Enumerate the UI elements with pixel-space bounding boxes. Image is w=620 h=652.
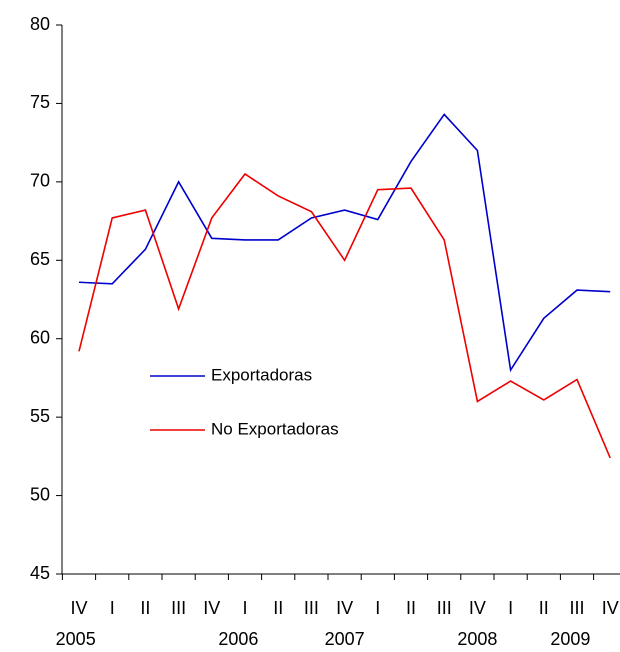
y-tick-label: 50 bbox=[30, 484, 50, 504]
y-tick-label: 45 bbox=[30, 563, 50, 583]
x-tick-label: I bbox=[242, 598, 247, 618]
y-tick-label: 65 bbox=[30, 249, 50, 269]
x-tick-label: IV bbox=[336, 598, 353, 618]
x-tick-label: I bbox=[508, 598, 513, 618]
y-tick-label: 55 bbox=[30, 406, 50, 426]
x-tick-label: III bbox=[171, 598, 186, 618]
x-tick-label: III bbox=[569, 598, 584, 618]
x-tick-label: I bbox=[375, 598, 380, 618]
series-line bbox=[78, 113, 611, 373]
x-tick-label: III bbox=[304, 598, 319, 618]
x-tick-label: IV bbox=[469, 598, 486, 618]
year-label: 2008 bbox=[457, 629, 497, 649]
y-tick-label: 70 bbox=[30, 171, 50, 191]
year-label: 2009 bbox=[550, 629, 590, 649]
x-tick-label: I bbox=[110, 598, 115, 618]
x-tick-label: IV bbox=[602, 598, 619, 618]
x-tick-label: II bbox=[273, 598, 283, 618]
series-line bbox=[78, 172, 611, 459]
year-label: 2007 bbox=[325, 629, 365, 649]
legend-label: No Exportadoras bbox=[211, 419, 339, 438]
x-tick-label: IV bbox=[203, 598, 220, 618]
y-tick-label: 80 bbox=[30, 14, 50, 34]
y-tick-label: 60 bbox=[30, 327, 50, 347]
x-tick-label: III bbox=[437, 598, 452, 618]
y-tick-label: 75 bbox=[30, 92, 50, 112]
year-label: 2006 bbox=[218, 629, 258, 649]
x-tick-label: II bbox=[140, 598, 150, 618]
legend-label: Exportadoras bbox=[211, 365, 312, 384]
x-tick-label: II bbox=[406, 598, 416, 618]
year-label: 2005 bbox=[56, 629, 96, 649]
x-tick-label: IV bbox=[70, 598, 87, 618]
x-tick-label: II bbox=[539, 598, 549, 618]
